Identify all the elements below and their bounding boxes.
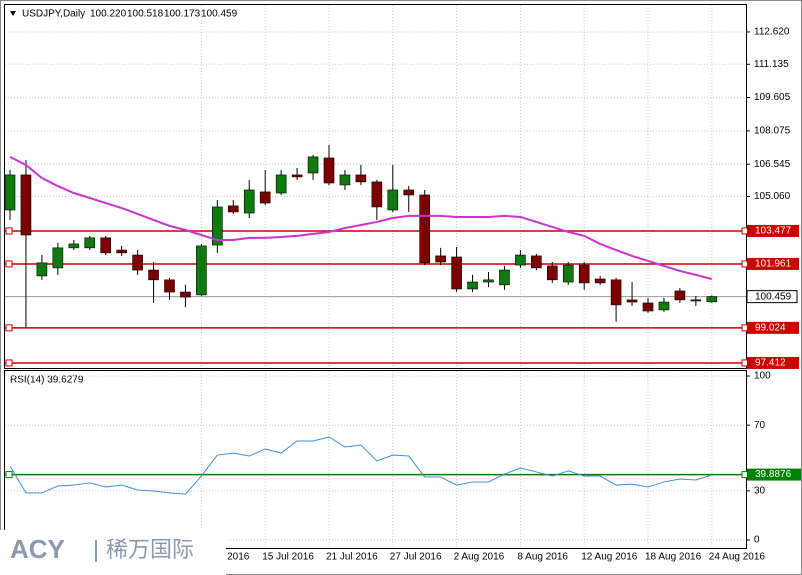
candle-body <box>674 290 686 301</box>
candle-body <box>212 206 223 246</box>
x-tick-label: 8 Aug 2016 <box>517 552 568 563</box>
candle-body <box>275 174 287 194</box>
level-box <box>747 468 801 481</box>
watermark-logo: ACY <box>10 534 65 564</box>
candle-body <box>84 237 96 249</box>
candle-body <box>594 278 606 284</box>
candle-body <box>467 281 478 290</box>
y-tick-label: 100 <box>754 371 771 382</box>
candle-body <box>706 296 718 303</box>
candle-body <box>4 174 16 211</box>
candle-body <box>116 249 127 254</box>
candle-body <box>355 174 367 183</box>
x-tick-label: 12 Aug 2016 <box>581 552 638 563</box>
candle-body <box>626 299 638 303</box>
x-tick-label: 18 Aug 2016 <box>645 552 702 563</box>
candle-body <box>259 191 271 204</box>
candle-body <box>291 174 303 178</box>
rsi-line <box>9 436 712 495</box>
quote-high: 100.518 <box>127 9 164 20</box>
candle-body <box>323 157 335 184</box>
y-tick-label: 30 <box>754 485 766 496</box>
price-label: 100.459 <box>755 291 792 302</box>
price-box <box>746 290 798 304</box>
y-tick-label: 106.545 <box>754 159 791 170</box>
y-tick-label: 111.135 <box>754 59 789 70</box>
level-box <box>747 224 799 237</box>
y-tick-label: 109.605 <box>754 92 791 103</box>
candle-body <box>690 299 702 302</box>
watermark-bg <box>0 530 226 575</box>
candle-body <box>164 279 175 293</box>
rsi-title: RSI(14) 39.6279 <box>10 375 84 386</box>
level-box <box>747 356 799 369</box>
x-tick-label: 15 Jul 2016 <box>262 552 314 563</box>
level-label: 103.477 <box>755 226 792 237</box>
candle-body <box>371 181 383 208</box>
quote-low: 100.173 <box>164 9 201 20</box>
quote-open: 100.220 <box>90 9 127 20</box>
level-label: 39.8876 <box>755 469 792 480</box>
candle-body <box>658 301 670 311</box>
level-box <box>747 257 799 270</box>
level-label: 101.961 <box>755 259 792 270</box>
candle-body <box>132 254 143 271</box>
candle-body <box>68 243 80 249</box>
x-tick-label: 27 Jul 2016 <box>390 552 442 563</box>
main-panel <box>4 4 747 369</box>
rsi-panel <box>4 370 747 549</box>
y-tick-label: 105.060 <box>754 191 791 202</box>
level-label: 97.412 <box>755 358 786 369</box>
candle-body <box>339 174 351 186</box>
moving-average <box>9 155 713 280</box>
y-tick-label: 112.620 <box>754 27 790 38</box>
y-tick-label: 108.075 <box>754 126 791 137</box>
candle-body <box>642 302 654 312</box>
x-tick-label: 2 Aug 2016 <box>454 552 505 563</box>
level-handle <box>5 359 13 367</box>
candle-body <box>307 156 319 174</box>
collapse-icon <box>10 11 16 16</box>
candle-body <box>20 174 32 236</box>
watermark-text: 稀万国际 <box>106 537 194 562</box>
candle-body <box>419 194 431 264</box>
candle-body <box>499 269 510 286</box>
candle-body <box>148 269 159 281</box>
x-tick-label: 24 Aug 2016 <box>709 552 766 563</box>
candle-body <box>451 256 462 290</box>
level-handle <box>5 260 13 268</box>
level-handle <box>5 227 13 235</box>
candle-body <box>483 279 494 283</box>
candle-body <box>515 254 526 266</box>
candle-body <box>610 279 622 306</box>
level-handle <box>5 471 13 479</box>
candle-body <box>228 205 239 213</box>
candle-body <box>403 189 415 196</box>
candle-body <box>562 264 574 283</box>
candle-body <box>435 255 446 263</box>
candle-body <box>546 265 558 281</box>
level-label: 99.024 <box>755 323 786 334</box>
candle-body <box>387 189 399 211</box>
candle-body <box>52 247 64 269</box>
y-tick-label: 70 <box>754 420 766 431</box>
quote-close: 100.459 <box>201 9 238 20</box>
chart-title: USDJPY,Daily <box>22 9 85 20</box>
candle-body <box>36 262 48 277</box>
candle-body <box>243 189 255 214</box>
x-tick-label: 21 Jul 2016 <box>326 552 378 563</box>
candle-body <box>578 264 590 284</box>
candle-body <box>180 291 191 298</box>
y-tick-label: 0 <box>754 535 760 546</box>
level-box <box>747 321 799 334</box>
candle-body <box>531 255 542 269</box>
candle-body <box>100 237 111 254</box>
candle-body <box>196 245 207 296</box>
level-handle <box>5 324 13 332</box>
